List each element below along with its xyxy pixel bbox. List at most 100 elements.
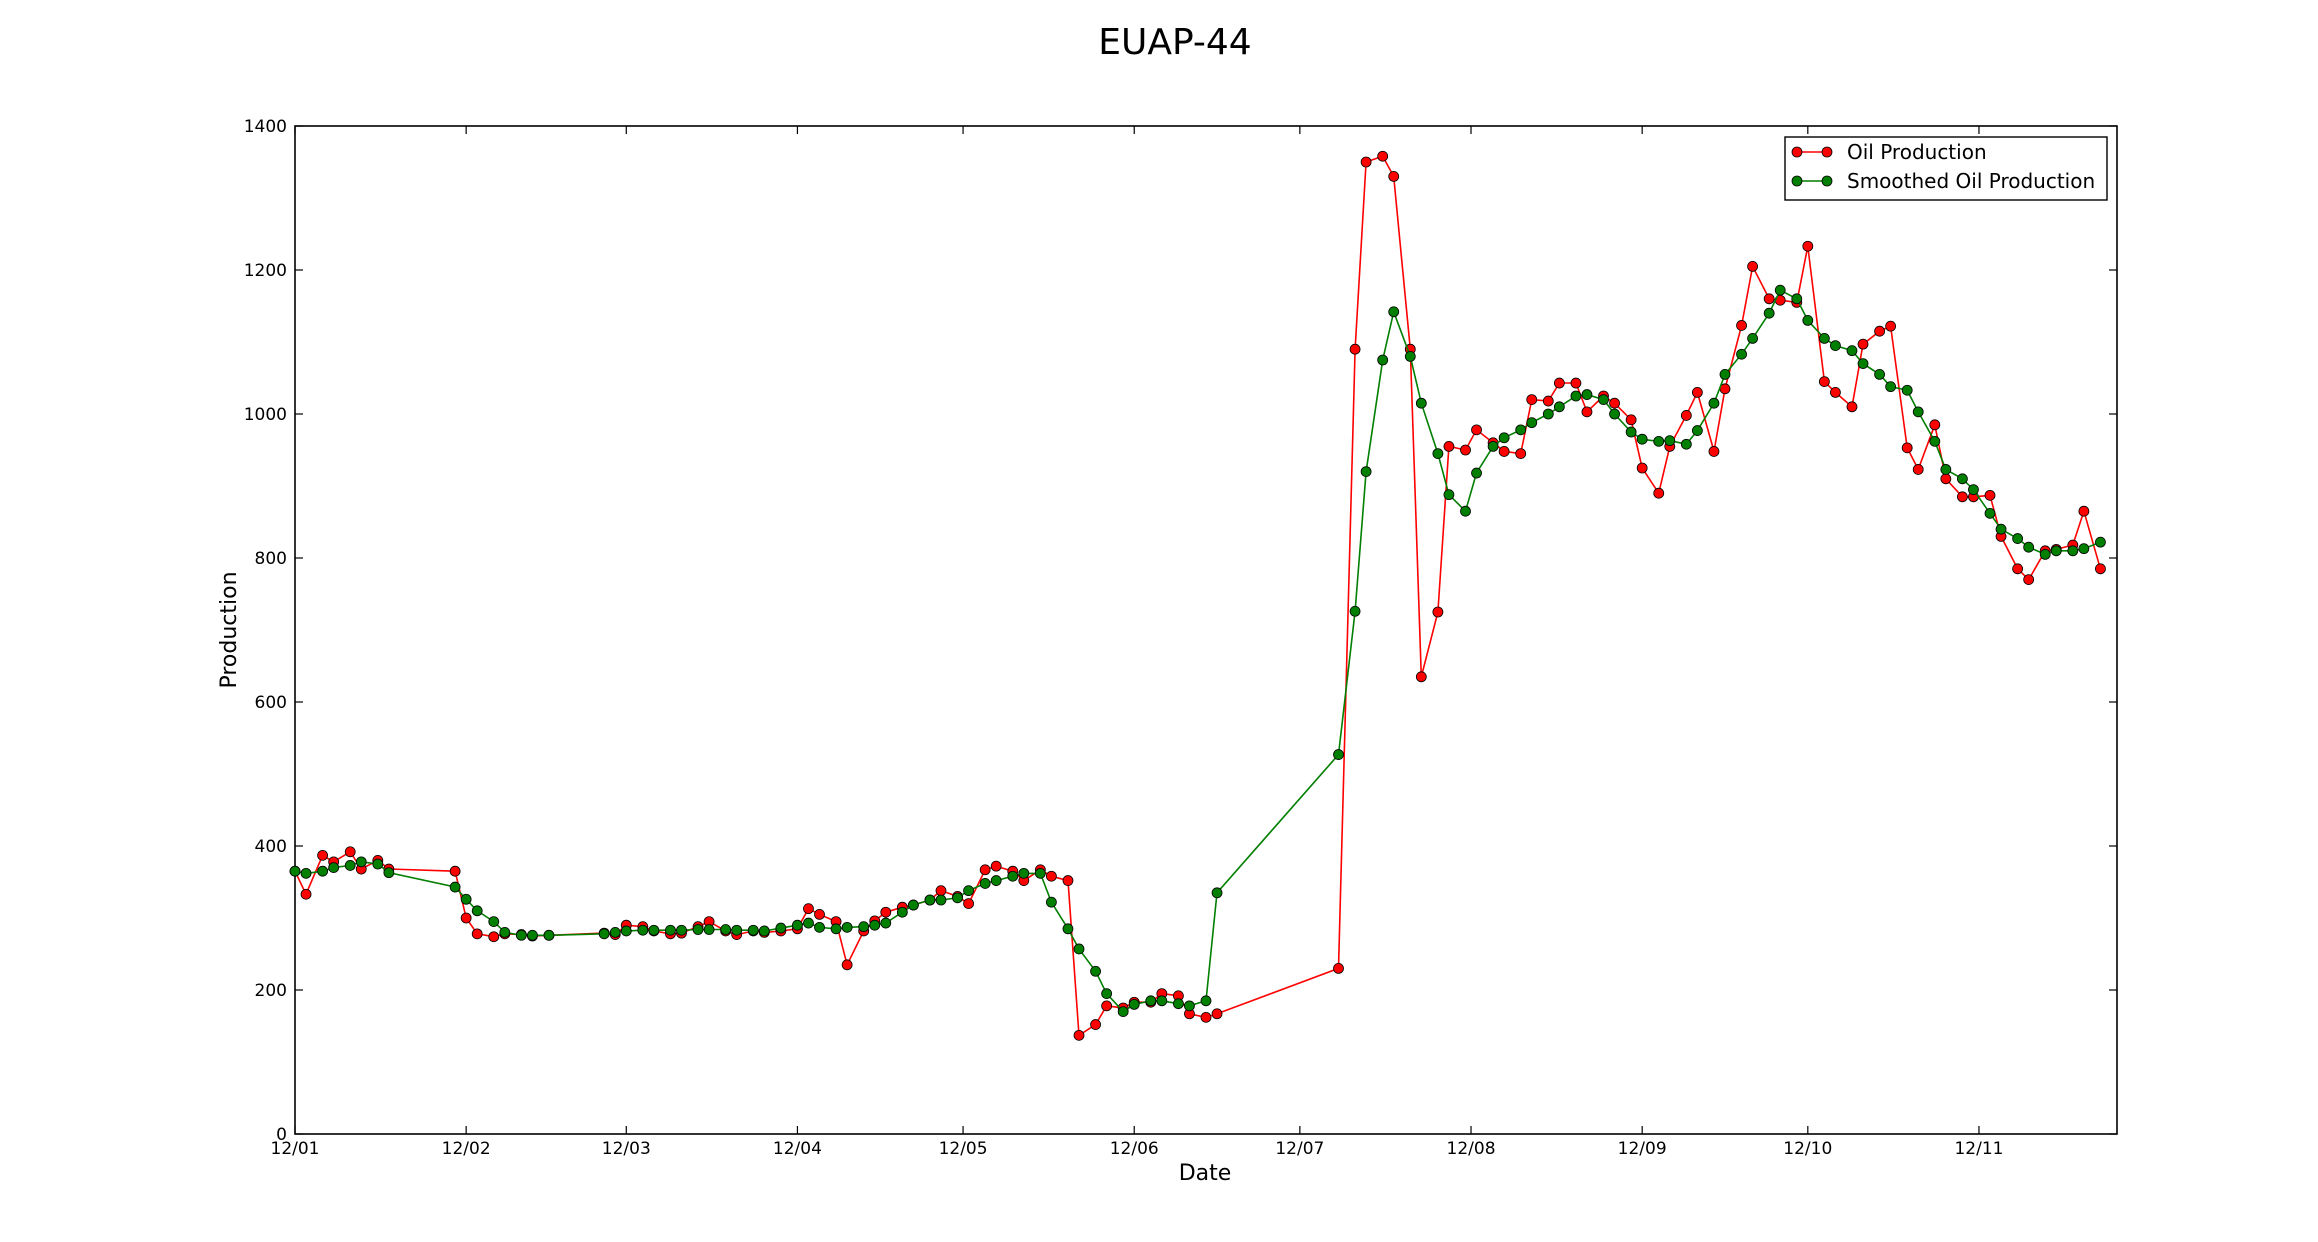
data-point xyxy=(1940,473,1952,485)
data-point xyxy=(1172,998,1184,1010)
data-point xyxy=(515,929,527,941)
data-point xyxy=(1874,325,1885,337)
x-tick-label: 12/11 xyxy=(1954,1139,2003,1159)
series-2 xyxy=(289,284,2106,1017)
data-point xyxy=(1818,332,1830,344)
data-point xyxy=(1090,1019,1101,1030)
data-point xyxy=(676,924,687,936)
data-point xyxy=(2023,541,2035,553)
data-point xyxy=(858,921,870,933)
data-point xyxy=(1763,307,1775,319)
data-point xyxy=(1526,417,1538,429)
data-point xyxy=(747,924,759,936)
data-point xyxy=(344,860,356,871)
data-point xyxy=(1570,377,1582,389)
data-point xyxy=(1200,995,1212,1007)
data-point xyxy=(1515,448,1527,460)
data-point xyxy=(1885,320,1897,332)
x-tick-label: 12/04 xyxy=(773,1139,822,1159)
data-point xyxy=(1101,1000,1113,1012)
data-point xyxy=(1802,240,1814,252)
data-point xyxy=(1460,444,1471,456)
y-tick-label: 1400 xyxy=(244,117,287,137)
data-point xyxy=(1145,995,1157,1007)
data-point xyxy=(449,881,461,893)
data-point xyxy=(1747,260,1758,272)
data-point xyxy=(1625,414,1637,426)
data-point xyxy=(869,919,881,931)
data-point xyxy=(1691,425,1703,436)
data-point xyxy=(1719,368,1731,380)
y-axis: 0 200 400 600 800 1000 1200 1400 xyxy=(244,117,2117,1145)
data-point xyxy=(2012,563,2024,575)
chart-title: EUAP-44 xyxy=(1098,22,1251,63)
data-point xyxy=(1736,348,1747,360)
data-point xyxy=(1415,671,1427,683)
data-point xyxy=(1487,440,1499,452)
data-point xyxy=(1388,170,1400,182)
data-point xyxy=(527,929,538,941)
data-point xyxy=(803,917,814,929)
data-point xyxy=(1415,397,1427,409)
data-point xyxy=(1526,394,1538,406)
data-point xyxy=(1581,406,1593,418)
data-point xyxy=(1680,410,1692,421)
data-point xyxy=(1184,1000,1195,1012)
x-tick-label: 12/10 xyxy=(1783,1139,1832,1159)
data-point xyxy=(488,916,500,927)
data-point xyxy=(1404,350,1416,362)
data-point xyxy=(1471,424,1482,436)
data-point xyxy=(1349,343,1361,355)
data-point xyxy=(317,849,329,861)
data-point xyxy=(317,865,329,877)
data-point xyxy=(1747,332,1758,344)
data-point xyxy=(963,898,974,909)
data-point xyxy=(2078,505,2090,517)
legend-label: Oil Production xyxy=(1847,140,1987,164)
legend-marker xyxy=(1791,146,1803,158)
data-point xyxy=(703,924,715,935)
data-point xyxy=(1763,293,1775,305)
y-tick-label: 1200 xyxy=(244,261,287,281)
data-point xyxy=(1377,354,1389,366)
data-point xyxy=(935,894,947,906)
data-point xyxy=(731,924,743,936)
data-point xyxy=(460,912,472,924)
data-point xyxy=(1957,491,1968,503)
plot-area xyxy=(294,125,2118,1135)
legend: Oil Production Smoothed Oil Production xyxy=(1784,136,2108,201)
data-point xyxy=(1156,995,1168,1007)
data-point xyxy=(1846,401,1858,413)
data-point xyxy=(1929,435,1941,447)
data-point xyxy=(1885,381,1897,393)
legend-label: Smoothed Oil Production xyxy=(1847,169,2095,193)
data-point xyxy=(1708,397,1720,409)
data-point xyxy=(692,924,704,935)
data-point xyxy=(1515,424,1527,436)
data-point xyxy=(598,928,610,940)
data-point xyxy=(1691,386,1703,398)
data-point xyxy=(814,909,825,920)
data-point xyxy=(990,860,1002,872)
data-point xyxy=(449,865,461,877)
legend-marker xyxy=(1821,175,1833,187)
data-point xyxy=(328,862,340,873)
data-point xyxy=(1460,505,1471,517)
data-point xyxy=(841,959,853,971)
x-axis: 12/01 12/02 12/03 12/04 12/05 12/06 12/07 12/08… xyxy=(271,126,2003,1159)
data-point xyxy=(499,927,511,938)
data-point xyxy=(1073,943,1085,955)
data-point xyxy=(355,856,367,868)
data-point xyxy=(1874,368,1885,380)
data-point xyxy=(907,899,919,911)
data-point xyxy=(1542,408,1554,420)
legend-marker xyxy=(1791,175,1803,187)
x-axis-label: Date xyxy=(1179,1161,1232,1186)
data-point xyxy=(1360,466,1372,478)
data-point xyxy=(1090,965,1101,977)
data-point xyxy=(1333,749,1344,760)
data-point xyxy=(2095,536,2106,548)
data-point xyxy=(383,867,395,879)
data-point xyxy=(1349,605,1361,617)
data-point xyxy=(841,921,853,933)
